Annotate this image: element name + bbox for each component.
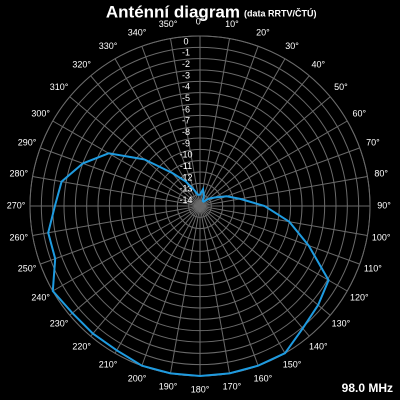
angle-label: 300° [31,108,50,118]
spoke [199,205,368,237]
ring [40,46,360,366]
angle-label: 30° [285,41,299,51]
angle-label: 110° [364,263,382,273]
ring-label: -6 [182,104,190,114]
angle-label: 160° [254,373,273,383]
spoke [90,75,201,207]
angle-label: 80° [374,168,388,178]
angle-label: 190° [159,382,178,392]
ring [120,126,280,286]
spoke [40,147,201,207]
spoke [40,205,201,265]
ring-label: -9 [182,138,190,148]
ring-label: -10 [179,150,192,160]
ring [165,171,235,241]
ring-label: -1 [182,48,190,58]
ring [74,80,326,332]
spoke [199,46,259,207]
spoke [32,205,201,237]
spoke [199,58,286,207]
spoke [90,205,201,337]
angle-label: 140° [309,341,328,351]
ring-label: -8 [182,127,190,137]
ring [108,114,292,298]
spoke [141,205,201,366]
frequency-label: 98.0 MHz [342,381,393,395]
angle-label: 320° [72,59,91,69]
angle-label: 280° [9,168,28,178]
spoke [199,175,368,207]
angle-label: 270° [7,200,26,210]
spoke [199,205,360,265]
spoke [199,75,310,207]
angle-label: 230° [50,319,69,329]
angle-label: 350° [159,19,178,29]
spoke [69,96,201,207]
ring [86,92,314,320]
spoke [199,120,348,207]
angle-label: 40° [311,59,325,69]
angle-label: 180° [191,384,210,394]
ring-label: -7 [182,116,190,126]
angle-label: 250° [18,263,37,273]
angle-label: 50° [334,82,348,92]
ring-label: -12 [179,172,192,182]
ring-label: 0 [183,36,188,46]
angle-label: 170° [223,382,242,392]
spoke [114,205,201,354]
spoke [169,38,201,207]
angle-label: 20° [256,27,270,37]
ring [97,103,303,309]
spoke [52,120,201,207]
ring-label: -3 [182,70,190,80]
spoke [199,205,348,292]
angle-label: 200° [128,373,147,383]
angle-label: 100° [372,232,391,242]
angle-label: 0° [196,16,205,26]
ring [63,69,337,343]
angle-label: 220° [72,341,91,351]
pattern-line [47,152,330,378]
ring [154,160,246,252]
angle-label: 130° [332,319,351,329]
spoke [199,205,259,366]
spoke [32,175,201,207]
angle-label: 330° [99,41,118,51]
ring [142,148,258,264]
chart-title: Anténní diagram [106,2,240,21]
ring-label: -2 [182,59,190,69]
ring-label: -11 [180,161,192,171]
angle-label: 260° [9,232,28,242]
ring [176,182,224,230]
spoke [199,96,331,207]
spoke [199,205,231,374]
angle-label: 310° [50,82,69,92]
spoke [52,205,201,292]
ring-label: -4 [182,82,190,92]
angle-label: 90° [377,200,391,210]
spoke [169,205,201,374]
ring-label: -5 [182,93,190,103]
spoke [69,205,201,316]
spoke [199,205,286,354]
ring-label: -13 [179,184,192,194]
spoke [199,205,331,316]
angle-label: 340° [128,27,147,37]
angle-label: 290° [18,137,37,147]
ring-label: -14 [179,195,192,205]
chart-subtitle: (data RRTV/ČTÚ) [244,7,317,18]
angle-label: 120° [350,292,369,302]
spoke [141,46,201,207]
angle-label: 210° [99,360,118,370]
spoke [199,205,310,337]
angle-label: 10° [225,19,239,29]
angle-label: 150° [283,360,302,370]
ring [52,58,348,354]
angle-label: 60° [353,108,367,118]
angle-label: 240° [31,292,50,302]
spoke [199,38,231,207]
angle-label: 70° [366,137,380,147]
ring [131,137,269,275]
